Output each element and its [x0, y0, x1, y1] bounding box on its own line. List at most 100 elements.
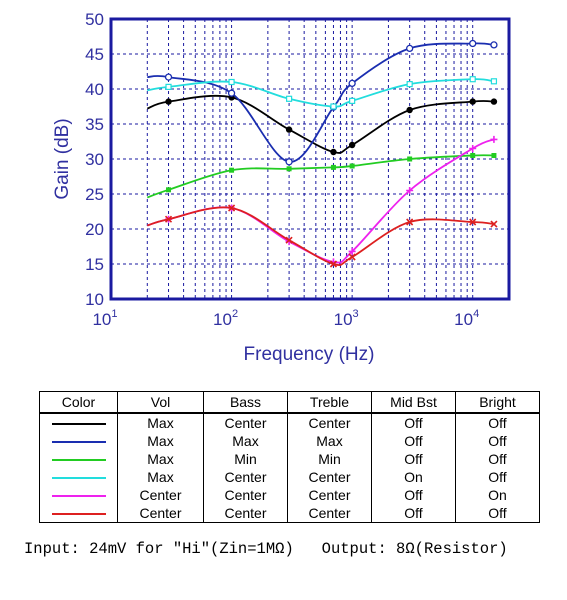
legend-cell-bright: On: [455, 486, 540, 504]
legend-cell-bass: Center: [203, 468, 288, 486]
data-point: [285, 158, 293, 166]
measurement-conditions-note: Input: 24mV for "Hi"(Zin=1MΩ) Output: 8Ω…: [24, 540, 508, 558]
color-swatch: [51, 477, 106, 480]
data-point: [348, 141, 356, 149]
legend-color-cell: [39, 486, 118, 504]
legend-color-cell: [39, 504, 118, 523]
data-point: [406, 106, 413, 114]
data-point: [407, 156, 413, 162]
legend-cell-bright: Off: [455, 468, 540, 486]
gain-frequency-chart: 10 15 20 25 30 35 40 45 50 101 102 103 104 Frequenc…: [52, 10, 511, 365]
legend-cell-mid-bst: Off: [371, 432, 456, 450]
data-point: [490, 220, 498, 228]
data-point: [348, 253, 356, 261]
header-bass: Bass: [203, 391, 288, 414]
data-point: [469, 39, 477, 48]
legend-cell-vol: Max: [117, 468, 204, 486]
series-2: [146, 153, 497, 199]
data-point: [329, 260, 338, 268]
legend-cell-bass: Center: [203, 413, 288, 432]
legend-cell-vol: Max: [117, 413, 204, 432]
data-point: [470, 153, 476, 158]
y-tick-label: 10: [85, 290, 104, 309]
y-tick-label: 25: [85, 185, 104, 204]
x-tick-label: 103: [334, 308, 359, 329]
x-tick-labels: 101 102 103 104: [92, 308, 479, 329]
y-tick-label: 35: [85, 115, 104, 134]
data-point: [406, 218, 414, 226]
data-point: [164, 73, 173, 81]
legend-cell-treble: Center: [287, 413, 372, 432]
legend-cell-treble: Center: [287, 468, 372, 486]
legend-color-cell: [39, 468, 118, 486]
legend-cell-vol: Center: [117, 486, 204, 504]
data-point: [330, 148, 337, 156]
color-swatch: [51, 495, 106, 498]
legend-row: Max Center Center Off Off: [39, 413, 540, 432]
legend-cell-bright: Off: [455, 504, 540, 523]
legend-color-cell: [39, 413, 118, 432]
x-tick-label: 101: [92, 308, 117, 329]
legend-cell-bass: Min: [203, 450, 288, 468]
data-point: [227, 89, 236, 97]
data-point: [286, 166, 292, 172]
y-tick-label: 30: [85, 150, 104, 169]
data-point: [285, 95, 293, 102]
data-point: [228, 78, 235, 86]
legend-cell-mid-bst: Off: [371, 486, 456, 504]
data-point: [406, 187, 414, 194]
legend-row: Center Center Center Off Off: [39, 504, 540, 523]
data-point: [490, 78, 498, 85]
legend-cell-bass: Max: [203, 432, 288, 450]
data-point: [285, 126, 293, 133]
y-tick-label: 15: [85, 255, 104, 274]
data-point: [228, 204, 236, 212]
header-mid-bst: Mid Bst: [371, 391, 456, 414]
legend-cell-mid-bst: Off: [371, 450, 456, 468]
y-tick-label: 40: [85, 80, 104, 99]
legend-row: Max Center Center On Off: [39, 468, 540, 486]
data-point: [348, 247, 356, 255]
series-layer: [146, 39, 498, 268]
legend-color-cell: [39, 432, 118, 450]
legend-cell-bright: Off: [455, 432, 540, 450]
data-point: [164, 215, 173, 223]
legend-cell-treble: Max: [287, 432, 372, 450]
data-point: [469, 98, 476, 105]
legend-cell-vol: Max: [117, 432, 204, 450]
data-point: [490, 135, 498, 143]
legend-cell-vol: Center: [117, 504, 204, 523]
y-tick-labels: 10 15 20 25 30 35 40 45 50: [85, 10, 104, 309]
legend-cell-bright: Off: [455, 413, 540, 432]
y-tick-label: 45: [85, 45, 104, 64]
data-point: [349, 97, 356, 105]
header-color: Color: [39, 391, 118, 414]
data-point: [229, 167, 235, 173]
data-point: [285, 236, 293, 244]
x-tick-label: 104: [454, 308, 479, 329]
legend-row: Max Min Min Off Off: [39, 450, 540, 468]
legend-row: Center Center Center Off On: [39, 486, 540, 504]
series-5: [147, 204, 498, 268]
y-tick-label: 50: [85, 10, 104, 29]
y-axis-label: Gain (dB): [52, 118, 73, 199]
x-axis-label: Frequency (Hz): [244, 344, 375, 365]
data-point: [348, 79, 356, 88]
data-point: [330, 103, 337, 110]
data-point: [349, 163, 355, 169]
legend-cell-bright: Off: [455, 450, 540, 468]
data-point: [165, 98, 172, 105]
color-swatch: [51, 459, 106, 462]
header-treble: Treble: [287, 391, 372, 414]
legend-cell-bass: Center: [203, 504, 288, 523]
legend-cell-vol: Max: [117, 450, 204, 468]
data-point: [469, 218, 477, 226]
plot-frame: [109, 17, 511, 301]
legend-cell-mid-bst: On: [371, 468, 456, 486]
data-point: [406, 44, 414, 53]
color-swatch: [51, 513, 106, 516]
legend-cell-treble: Min: [287, 450, 372, 468]
data-point: [469, 145, 477, 152]
legend-cell-mid-bst: Off: [371, 413, 456, 432]
data-point: [490, 41, 498, 49]
